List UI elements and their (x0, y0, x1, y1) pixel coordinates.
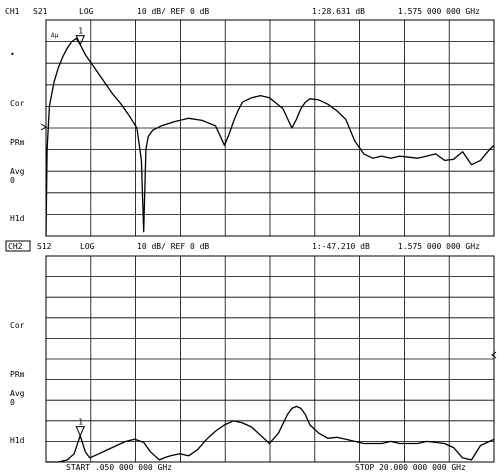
ch2-active-box (5, 240, 31, 252)
ch1-marker-freq: 1.575 000 000 GHz (398, 7, 480, 16)
ch1-side-avg: Avg 0 (10, 167, 25, 185)
ch2-side-avg: Avg 0 (10, 389, 25, 407)
ch1-side-cor: Cor (10, 99, 25, 108)
ch1-trace-line (45, 37, 495, 237)
ch2-marker-triangle (75, 426, 86, 437)
ch2-plot: 1 (45, 255, 495, 463)
ch2-format-label: LOG (80, 242, 95, 251)
ch1-marker-label: 1 (78, 27, 83, 36)
start-frequency-label: START .050 000 000 GHz (66, 463, 172, 472)
ch2-reference-arrow-icon (491, 351, 497, 359)
ch2-side-cor: Cor (10, 321, 25, 330)
ch1-side-dot: • (10, 50, 15, 59)
ch2-marker-label: 1 (78, 418, 83, 427)
ch1-channel-label: CH1 (5, 7, 20, 16)
ch1-marker-readout: 1:28.631 dB (312, 7, 365, 16)
ch1-marker-mode-label: Δμ (51, 32, 59, 39)
ch1-side-prm: PRm (10, 138, 25, 147)
ch2-marker-freq: 1.575 000 000 GHz (398, 242, 480, 251)
ch1-param-label: S21 (33, 7, 48, 16)
ch2-trace-line (46, 405, 495, 463)
ch1-scale-label: 10 dB/ REF 0 dB (137, 7, 209, 16)
ch2-param-label: S12 (37, 242, 52, 251)
ch2-side-hld: H1d (10, 436, 25, 445)
ch2-scale-label: 10 dB/ REF 0 dB (137, 242, 209, 251)
ch1-reference-arrow-icon (40, 123, 47, 131)
ch1-marker-triangle (75, 35, 86, 46)
ch2-channel-label: CH2 (8, 242, 23, 251)
ch1-side-hld: H1d (10, 214, 25, 223)
ch2-side-prm: PRm (10, 370, 25, 379)
ch1-plot: 1 Δμ (45, 19, 495, 237)
ch1-format-label: LOG (79, 7, 94, 16)
ch2-marker-readout: 1:-47.210 dB (312, 242, 370, 251)
stop-frequency-label: STOP 20.000 000 000 GHz (355, 463, 466, 472)
